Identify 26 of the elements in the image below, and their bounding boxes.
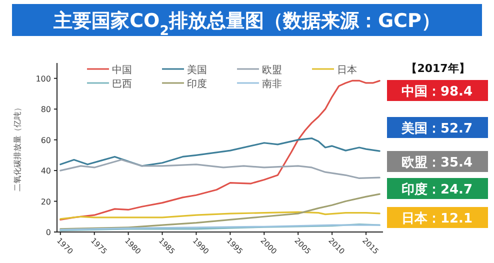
y-tick-label: 80 [40,105,51,114]
line-series [60,193,380,230]
y-tick-label: 60 [40,136,51,145]
text: 美国：52.7 [400,120,473,136]
legend-label: 欧盟 [262,64,282,76]
y-tick-label: 40 [40,166,51,176]
text: 印度：24.7 [401,182,473,198]
y-tick-label: 100 [36,74,51,84]
line-series [60,158,380,180]
y-tick-label: 20 [40,197,51,206]
legend-label: 中国 [112,64,132,76]
chart-title: 主要国家CO$_{2}$排放总量图（数据来源：GCP） [52,10,440,38]
legend-label: 日本 [337,64,357,76]
y-tick-label: 0 [46,228,51,237]
text: 欧盟：35.4 [401,156,473,170]
legend-label: 美国 [187,64,207,76]
line-series [60,80,380,221]
text: 【2017年】 [406,62,470,75]
text: 中国：98.4 [401,84,473,100]
y-axis-title: 二氧化碳排放量（亿吨） [13,104,22,192]
text: 日本：12.1 [401,212,473,226]
line-series [60,211,380,220]
legend-label: 南非 [262,78,282,90]
line-series [60,137,380,167]
legend-label: 印度 [187,78,207,90]
legend-label: 巴西 [112,79,132,90]
